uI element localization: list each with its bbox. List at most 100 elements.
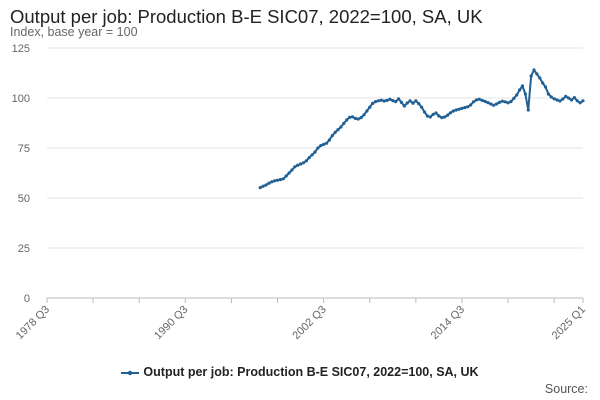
data-point-2011-Q2 bbox=[422, 110, 427, 114]
data-point-2010-Q1 bbox=[408, 99, 412, 103]
data-point-2022-Q4 bbox=[555, 98, 559, 102]
series-line-0 bbox=[259, 69, 584, 189]
data-point-2002-Q1 bbox=[316, 146, 320, 150]
data-point-2008-Q1 bbox=[385, 98, 389, 102]
data-point-2001-Q3 bbox=[310, 153, 314, 157]
data-point-2018-Q2 bbox=[503, 100, 507, 104]
data-point-2022-Q2 bbox=[549, 95, 553, 99]
data-point-2016-Q2 bbox=[480, 98, 484, 102]
data-point-2024-Q4 bbox=[578, 101, 582, 105]
data-point-2022-Q1 bbox=[546, 92, 551, 96]
data-point-2015-Q1 bbox=[466, 105, 470, 109]
data-point-2014-Q1 bbox=[454, 108, 458, 112]
data-point-2013-Q4 bbox=[451, 109, 455, 113]
data-point-2017-Q2 bbox=[492, 103, 496, 107]
data-point-2005-Q3 bbox=[356, 117, 360, 121]
data-point-2009-Q1 bbox=[396, 97, 401, 101]
data-point-2013-Q2 bbox=[445, 113, 450, 117]
data-point-2018-Q1 bbox=[500, 99, 504, 103]
data-point-2021-Q1 bbox=[535, 72, 539, 76]
data-point-2003-Q1 bbox=[327, 138, 332, 142]
data-point-2001-Q2 bbox=[307, 156, 311, 160]
legend-item-label: Output per job: Production B-E SIC07, 20… bbox=[143, 365, 479, 379]
source-label: Source: bbox=[544, 382, 588, 396]
data-point-2000-Q4 bbox=[301, 161, 306, 165]
data-point-2004-Q3 bbox=[345, 118, 349, 122]
data-point-2012-Q3 bbox=[437, 114, 441, 118]
series-layer bbox=[258, 68, 585, 190]
data-point-2020-Q1 bbox=[523, 92, 527, 96]
data-point-2002-Q3 bbox=[322, 142, 326, 146]
data-point-1998-Q1 bbox=[270, 180, 274, 184]
data-point-2016-Q1 bbox=[477, 97, 481, 101]
data-point-2000-Q2 bbox=[296, 163, 300, 167]
x-tick-label-2014-Q3: 2014 Q3 bbox=[429, 304, 467, 342]
data-point-2014-Q2 bbox=[457, 107, 461, 111]
data-point-2023-Q3 bbox=[564, 94, 568, 98]
data-point-2018-Q3 bbox=[506, 101, 510, 105]
data-point-2023-Q1 bbox=[558, 99, 562, 103]
data-point-2012-Q1 bbox=[431, 112, 435, 116]
data-point-2015-Q4 bbox=[474, 98, 478, 102]
data-point-2000-Q3 bbox=[298, 162, 303, 166]
x-tick-label-1978-Q3: 1978 Q3 bbox=[14, 304, 52, 342]
data-point-2006-Q4 bbox=[371, 101, 375, 105]
data-point-2002-Q4 bbox=[324, 141, 329, 145]
data-point-2023-Q4 bbox=[566, 96, 571, 100]
data-point-2012-Q2 bbox=[434, 111, 438, 115]
data-point-2016-Q4 bbox=[486, 101, 490, 105]
data-point-2025-Q1 bbox=[581, 99, 585, 103]
data-point-2007-Q2 bbox=[376, 99, 380, 103]
data-point-2007-Q4 bbox=[382, 99, 386, 103]
y-tick-label-0: 0 bbox=[24, 293, 30, 305]
data-point-2019-Q2 bbox=[515, 93, 519, 97]
data-point-2005-Q4 bbox=[359, 116, 363, 120]
data-point-2016-Q3 bbox=[483, 99, 487, 103]
data-point-2024-Q3 bbox=[575, 99, 579, 103]
data-point-2005-Q2 bbox=[353, 116, 357, 120]
y-tick-label-75: 75 bbox=[18, 143, 30, 155]
data-point-2006-Q1 bbox=[362, 113, 366, 117]
gridlines bbox=[47, 47, 583, 249]
data-point-2009-Q2 bbox=[399, 100, 404, 104]
data-point-2018-Q4 bbox=[509, 100, 513, 104]
data-point-2015-Q2 bbox=[469, 103, 473, 107]
data-point-2004-Q4 bbox=[347, 115, 352, 119]
data-point-2007-Q1 bbox=[373, 100, 378, 104]
chart-title: Output per job: Production B-E SIC07, 20… bbox=[10, 6, 483, 27]
data-point-2022-Q3 bbox=[552, 97, 556, 101]
data-point-2024-Q1 bbox=[569, 98, 574, 102]
x-tick-label-2002-Q3: 2002 Q3 bbox=[290, 304, 328, 342]
data-point-1998-Q3 bbox=[275, 178, 280, 182]
data-point-2012-Q4 bbox=[440, 116, 444, 120]
data-point-2011-Q4 bbox=[428, 115, 432, 119]
y-axis-label: Index, base year = 100 bbox=[10, 25, 138, 39]
data-point-2013-Q1 bbox=[443, 115, 447, 119]
data-point-2021-Q3 bbox=[541, 81, 545, 85]
data-point-2013-Q3 bbox=[448, 111, 453, 115]
data-point-2008-Q3 bbox=[391, 99, 395, 103]
data-point-2004-Q1 bbox=[339, 125, 343, 129]
data-point-2015-Q3 bbox=[471, 100, 476, 104]
data-point-2003-Q2 bbox=[330, 134, 334, 138]
data-point-2020-Q2 bbox=[526, 108, 530, 112]
data-point-2021-Q4 bbox=[543, 85, 548, 89]
data-point-1997-Q3 bbox=[264, 183, 268, 187]
data-point-2019-Q4 bbox=[520, 84, 525, 88]
data-point-2010-Q2 bbox=[411, 101, 415, 105]
data-point-2010-Q4 bbox=[417, 102, 421, 106]
data-point-2024-Q2 bbox=[572, 96, 576, 100]
legend[interactable]: Output per job: Production B-E SIC07, 20… bbox=[0, 365, 600, 379]
data-point-1999-Q4 bbox=[290, 168, 294, 172]
data-point-2011-Q1 bbox=[420, 105, 424, 109]
legend-swatch bbox=[121, 370, 140, 375]
data-point-2007-Q3 bbox=[379, 98, 383, 102]
data-point-2003-Q3 bbox=[333, 130, 337, 134]
data-point-2020-Q3 bbox=[529, 74, 533, 78]
data-point-2020-Q4 bbox=[532, 68, 536, 72]
data-point-1999-Q3 bbox=[287, 171, 291, 175]
y-tick-label-100: 100 bbox=[12, 93, 30, 105]
y-tick-label-50: 50 bbox=[18, 193, 30, 205]
data-point-2019-Q3 bbox=[518, 88, 522, 92]
